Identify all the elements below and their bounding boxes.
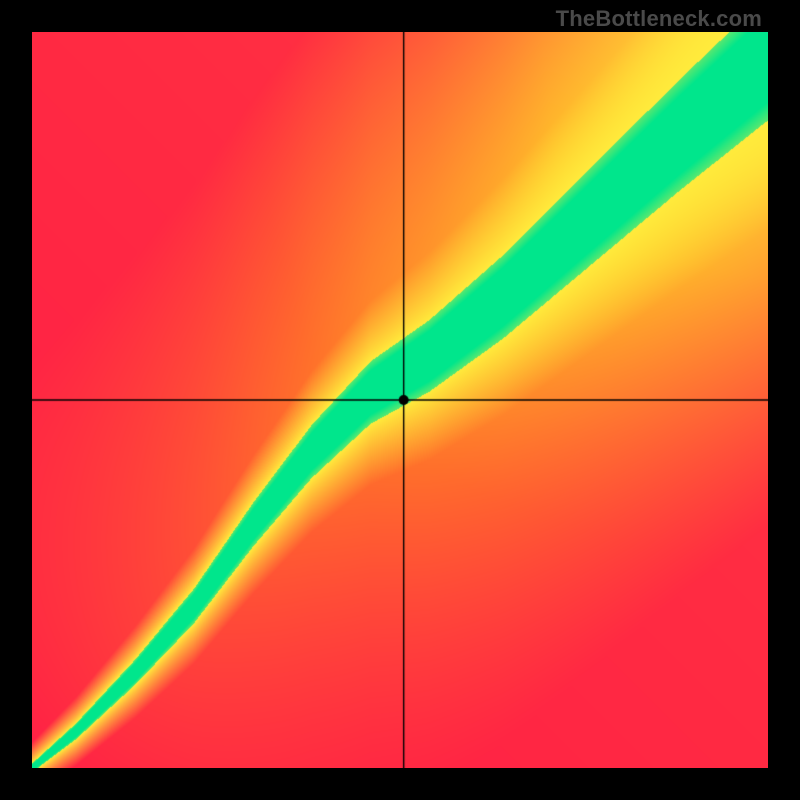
watermark-text: TheBottleneck.com (556, 6, 762, 32)
heatmap-canvas (32, 32, 768, 768)
chart-frame: TheBottleneck.com (0, 0, 800, 800)
plot-area (32, 32, 768, 768)
